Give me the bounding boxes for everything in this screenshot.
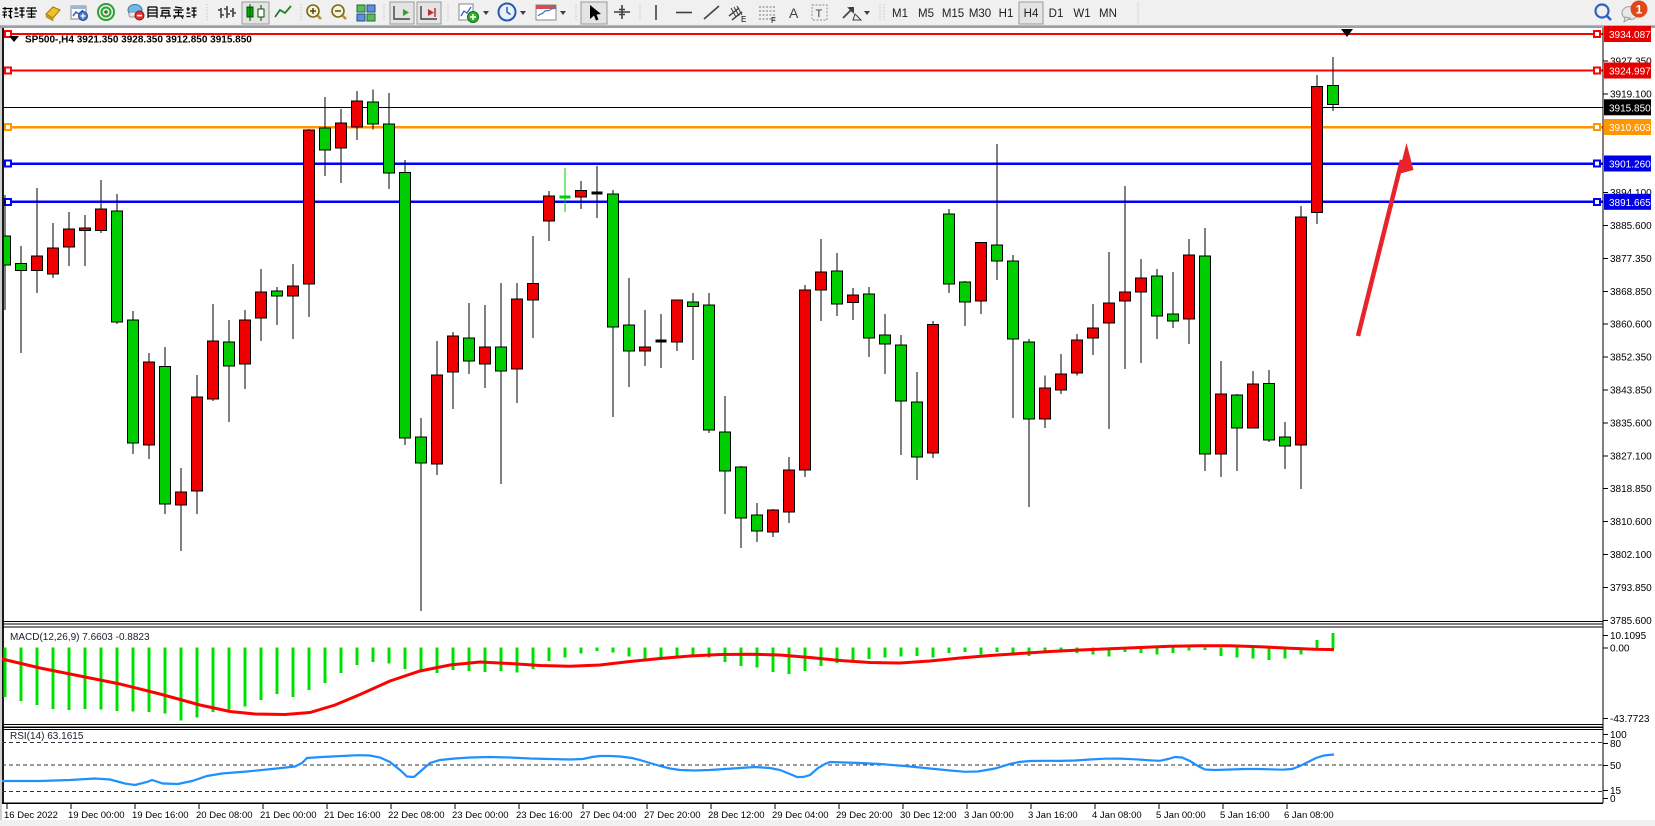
svg-text:MN: MN [1099, 8, 1117, 20]
svg-text:6 Jan 08:00: 6 Jan 08:00 [1284, 810, 1334, 821]
svg-text:H4: H4 [1024, 8, 1039, 20]
svg-text:3835.600: 3835.600 [1610, 418, 1652, 429]
svg-text:3910.603: 3910.603 [1609, 123, 1651, 134]
svg-text:19 Dec 00:00: 19 Dec 00:00 [68, 810, 125, 821]
svg-text:W1: W1 [1073, 8, 1090, 20]
svg-text:3901.260: 3901.260 [1609, 160, 1651, 171]
svg-text:3891.665: 3891.665 [1609, 198, 1651, 209]
svg-text:T: T [816, 8, 823, 20]
svg-text:3868.850: 3868.850 [1610, 287, 1652, 298]
svg-text:3802.100: 3802.100 [1610, 550, 1652, 561]
svg-text:3894.100: 3894.100 [1610, 188, 1652, 199]
svg-text:-43.7723: -43.7723 [1610, 714, 1650, 725]
svg-text:22 Dec 08:00: 22 Dec 08:00 [388, 810, 445, 821]
svg-text:27 Dec 04:00: 27 Dec 04:00 [580, 810, 637, 821]
svg-text:5 Jan 00:00: 5 Jan 00:00 [1156, 810, 1206, 821]
svg-text:0: 0 [1610, 794, 1616, 805]
svg-text:3877.350: 3877.350 [1610, 254, 1652, 265]
svg-text:3810.600: 3810.600 [1610, 517, 1652, 528]
svg-text:M1: M1 [892, 8, 908, 20]
svg-text:M5: M5 [918, 8, 934, 20]
svg-text:21 Dec 16:00: 21 Dec 16:00 [324, 810, 381, 821]
svg-text:5 Jan 16:00: 5 Jan 16:00 [1220, 810, 1270, 821]
svg-text:H1: H1 [999, 8, 1014, 20]
svg-text:3934.087: 3934.087 [1609, 30, 1651, 41]
svg-text:30 Dec 12:00: 30 Dec 12:00 [900, 810, 957, 821]
svg-text:27 Dec 20:00: 27 Dec 20:00 [644, 810, 701, 821]
svg-text:3927.350: 3927.350 [1610, 57, 1652, 68]
svg-text:F: F [771, 16, 776, 25]
svg-text:19 Dec 16:00: 19 Dec 16:00 [132, 810, 189, 821]
svg-text:21 Dec 00:00: 21 Dec 00:00 [260, 810, 317, 821]
svg-text:3785.600: 3785.600 [1610, 616, 1652, 627]
svg-text:15: 15 [1610, 786, 1622, 797]
svg-text:RSI(14) 63.1615: RSI(14) 63.1615 [10, 731, 84, 742]
svg-text:29 Dec 20:00: 29 Dec 20:00 [836, 810, 893, 821]
svg-text:3 Jan 16:00: 3 Jan 16:00 [1028, 810, 1078, 821]
svg-text:D1: D1 [1049, 8, 1064, 20]
svg-text:1: 1 [1636, 3, 1643, 17]
svg-text:20 Dec 08:00: 20 Dec 08:00 [196, 810, 253, 821]
svg-text:29 Dec 04:00: 29 Dec 04:00 [772, 810, 829, 821]
svg-text:50: 50 [1610, 761, 1622, 772]
svg-text:MACD(12,26,9) 7.6603 -0.8823: MACD(12,26,9) 7.6603 -0.8823 [10, 632, 150, 643]
svg-text:16 Dec 2022: 16 Dec 2022 [4, 810, 58, 821]
svg-text:3860.600: 3860.600 [1610, 320, 1652, 331]
svg-text:80: 80 [1610, 739, 1622, 750]
svg-text:3919.100: 3919.100 [1610, 90, 1652, 101]
svg-text:3924.997: 3924.997 [1609, 67, 1651, 78]
svg-text:23 Dec 00:00: 23 Dec 00:00 [452, 810, 509, 821]
svg-text:M15: M15 [942, 8, 964, 20]
svg-text:3885.600: 3885.600 [1610, 221, 1652, 232]
svg-text:3793.850: 3793.850 [1610, 583, 1652, 594]
svg-text:SP500-,H4 3921.350 3928.350 3: SP500-,H4 3921.350 3928.350 3912.850 391… [25, 35, 252, 46]
svg-text:E: E [741, 15, 746, 24]
svg-text:28 Dec 12:00: 28 Dec 12:00 [708, 810, 765, 821]
svg-text:3843.850: 3843.850 [1610, 386, 1652, 397]
svg-text:3852.350: 3852.350 [1610, 353, 1652, 364]
svg-text:23 Dec 16:00: 23 Dec 16:00 [516, 810, 573, 821]
svg-text:10.1095: 10.1095 [1610, 631, 1647, 642]
svg-text:0.00: 0.00 [1610, 644, 1630, 655]
svg-text:3 Jan 00:00: 3 Jan 00:00 [964, 810, 1014, 821]
svg-text:3818.850: 3818.850 [1610, 484, 1652, 495]
svg-text:100: 100 [1610, 730, 1627, 741]
svg-text:3827.100: 3827.100 [1610, 451, 1652, 462]
svg-text:M30: M30 [969, 8, 991, 20]
svg-text:A: A [789, 5, 799, 21]
svg-text:4 Jan 08:00: 4 Jan 08:00 [1092, 810, 1142, 821]
svg-text:3915.850: 3915.850 [1609, 103, 1651, 114]
